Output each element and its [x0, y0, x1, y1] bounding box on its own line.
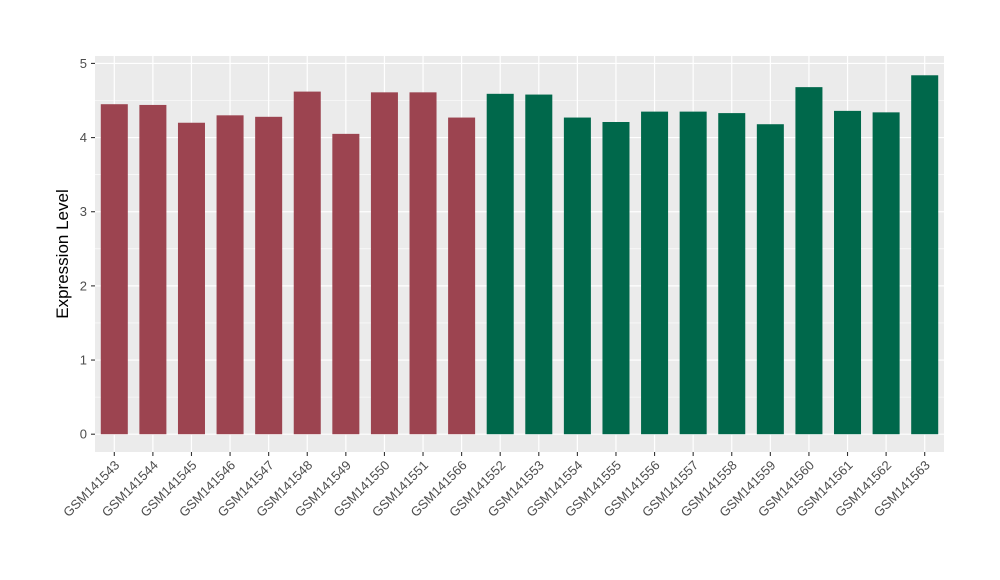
- bar-GSM141550: [370, 92, 398, 435]
- bar-GSM141546: [216, 115, 244, 435]
- bar-GSM141561: [834, 110, 862, 435]
- axis-ticks: [91, 62, 926, 456]
- bar-GSM141566: [448, 117, 476, 435]
- x-axis-labels: GSM141543GSM141544GSM141545GSM141546GSM1…: [60, 458, 933, 520]
- bar-GSM141552: [486, 93, 514, 435]
- bar-GSM141545: [177, 122, 205, 435]
- y-axis-tick-label: 2: [80, 278, 87, 293]
- bar-GSM141548: [293, 91, 321, 435]
- bar-GSM141554: [563, 117, 591, 435]
- bar-GSM141557: [679, 111, 707, 435]
- bar-GSM141544: [139, 104, 167, 435]
- bar-GSM141563: [911, 75, 939, 435]
- bar-GSM141547: [255, 116, 283, 435]
- bar-GSM141556: [641, 111, 669, 435]
- bar-GSM141558: [718, 113, 746, 435]
- bar-GSM141555: [602, 122, 630, 435]
- bar-GSM141549: [332, 133, 360, 435]
- y-axis-title: Expression Level: [53, 189, 72, 318]
- y-axis-tick-label: 3: [80, 204, 87, 219]
- bars: [100, 75, 939, 435]
- bar-GSM141562: [872, 112, 900, 435]
- y-axis-tick-label: 4: [80, 130, 87, 145]
- y-axis-tick-label: 5: [80, 56, 87, 71]
- y-axis-tick-label: 1: [80, 353, 87, 368]
- bar-GSM141559: [756, 124, 784, 435]
- bar-GSM141551: [409, 92, 437, 435]
- bar-GSM141553: [525, 94, 553, 435]
- y-axis-tick-label: 0: [80, 427, 87, 442]
- y-axis-tick-labels: 0 1 2 3 4 5: [80, 56, 87, 442]
- bar-GSM141543: [100, 104, 128, 435]
- bar-GSM141560: [795, 87, 823, 435]
